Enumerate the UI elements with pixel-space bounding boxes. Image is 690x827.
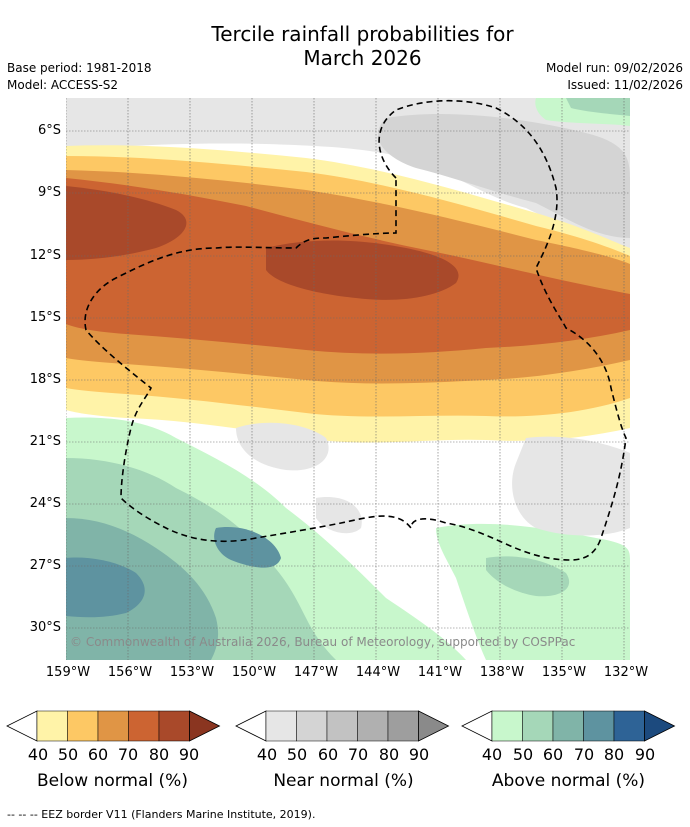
colorbar-below-normal xyxy=(6,710,221,742)
near-normal-south-patch-1 xyxy=(512,436,630,536)
above-colorbar-segment-1 xyxy=(491,710,523,742)
lon-label-156w: 156°W xyxy=(107,665,153,680)
above-colorbar-segment-5 xyxy=(613,710,645,742)
lat-label-21s: 21°S xyxy=(29,434,61,449)
near-tick-80: 80 xyxy=(378,745,400,764)
below-colorbar-segment-3 xyxy=(97,710,129,742)
above-tick-50: 50 xyxy=(512,745,534,764)
below-tick-50: 50 xyxy=(57,745,79,764)
probability-map: © Commonwealth of Australia 2026, Bureau… xyxy=(66,98,630,660)
lat-label-6s: 6°S xyxy=(37,123,61,138)
above-normal-label: Above normal (%) xyxy=(491,771,646,791)
near-colorbar-segment-1 xyxy=(265,710,297,742)
title-line-1: Tercile rainfall probabilities for xyxy=(211,22,514,46)
model-name: Model: ACCESS-S2 xyxy=(7,78,119,92)
lat-label-9s: 9°S xyxy=(37,185,61,200)
lon-label-135w: 135°W xyxy=(541,665,587,680)
near-tick-50: 50 xyxy=(286,745,308,764)
below-normal-80-core-west xyxy=(66,186,187,260)
lat-label-18s: 18°S xyxy=(29,372,61,387)
above-normal-northeast-inner xyxy=(566,98,630,116)
below-tick-40: 40 xyxy=(27,745,49,764)
lon-label-132w: 132°W xyxy=(603,665,649,680)
lat-label-12s: 12°S xyxy=(29,248,61,263)
below-tick-90: 90 xyxy=(178,745,200,764)
lat-label-24s: 24°S xyxy=(29,496,61,511)
above-colorbar-segment-4 xyxy=(583,710,615,742)
copyright-text: © Commonwealth of Australia 2026, Bureau… xyxy=(70,635,575,649)
colorbar-above-normal xyxy=(461,710,676,742)
near-colorbar-segment-3 xyxy=(326,710,358,742)
near-colorbar-left-arrow xyxy=(235,710,267,742)
near-colorbar-segment-2 xyxy=(296,710,328,742)
colorbar-strip xyxy=(6,710,676,742)
meta-right: Model run: 09/02/2026 Issued: 11/02/2026 xyxy=(546,60,683,94)
near-tick-70: 70 xyxy=(347,745,369,764)
below-colorbar-right-arrow xyxy=(189,710,221,742)
above-colorbar-right-arrow xyxy=(644,710,676,742)
lon-label-138w: 138°W xyxy=(479,665,525,680)
map-title: Tercile rainfall probabilities for March… xyxy=(0,22,690,70)
above-colorbar-left-arrow xyxy=(461,710,493,742)
above-colorbar-segment-2 xyxy=(522,710,554,742)
eez-border xyxy=(84,99,627,561)
above-tick-70: 70 xyxy=(573,745,595,764)
near-normal-label: Near normal (%) xyxy=(273,771,414,791)
below-tick-70: 70 xyxy=(117,745,139,764)
near-colorbar-right-arrow xyxy=(418,710,450,742)
issued-date: Issued: 11/02/2026 xyxy=(567,78,683,92)
lon-label-150w: 150°W xyxy=(231,665,277,680)
above-normal-southeast-inner xyxy=(486,556,570,597)
lon-label-159w: 159°W xyxy=(45,665,91,680)
lon-label-147w: 147°W xyxy=(293,665,339,680)
below-colorbar-segment-5 xyxy=(158,710,190,742)
lon-label-144w: 144°W xyxy=(355,665,401,680)
above-tick-40: 40 xyxy=(481,745,503,764)
base-period: Base period: 1981-2018 xyxy=(7,61,152,75)
colorbar-near-normal xyxy=(235,710,450,742)
graticule xyxy=(66,98,630,660)
lon-label-141w: 141°W xyxy=(417,665,463,680)
above-colorbar-segment-3 xyxy=(552,710,584,742)
above-tick-90: 90 xyxy=(634,745,656,764)
above-normal-70-southwest xyxy=(66,557,145,618)
below-tick-60: 60 xyxy=(87,745,109,764)
lat-label-27s: 27°S xyxy=(29,558,61,573)
below-colorbar-left-arrow xyxy=(6,710,38,742)
below-colorbar-segment-4 xyxy=(128,710,160,742)
eez-footnote: -- -- -- EEZ border V11 (Flanders Marine… xyxy=(7,808,316,821)
below-colorbar-segment-2 xyxy=(67,710,99,742)
lat-label-15s: 15°S xyxy=(29,310,61,325)
near-tick-90: 90 xyxy=(408,745,430,764)
near-normal-south-patch-3 xyxy=(316,497,362,534)
title-line-2: March 2026 xyxy=(303,46,422,70)
near-colorbar-segment-4 xyxy=(357,710,389,742)
lon-label-153w: 153°W xyxy=(169,665,215,680)
near-tick-60: 60 xyxy=(317,745,339,764)
above-tick-80: 80 xyxy=(603,745,625,764)
near-tick-40: 40 xyxy=(256,745,278,764)
model-run: Model run: 09/02/2026 xyxy=(545,61,683,75)
meta-left: Base period: 1981-2018 Model: ACCESS-S2 xyxy=(7,60,152,94)
near-normal-south-patch-2 xyxy=(236,422,329,471)
lat-label-30s: 30°S xyxy=(29,620,61,635)
near-normal-north-core xyxy=(377,113,630,238)
above-tick-60: 60 xyxy=(542,745,564,764)
near-colorbar-segment-5 xyxy=(387,710,419,742)
below-colorbar-segment-1 xyxy=(36,710,68,742)
below-tick-80: 80 xyxy=(148,745,170,764)
below-normal-label: Below normal (%) xyxy=(37,771,188,791)
